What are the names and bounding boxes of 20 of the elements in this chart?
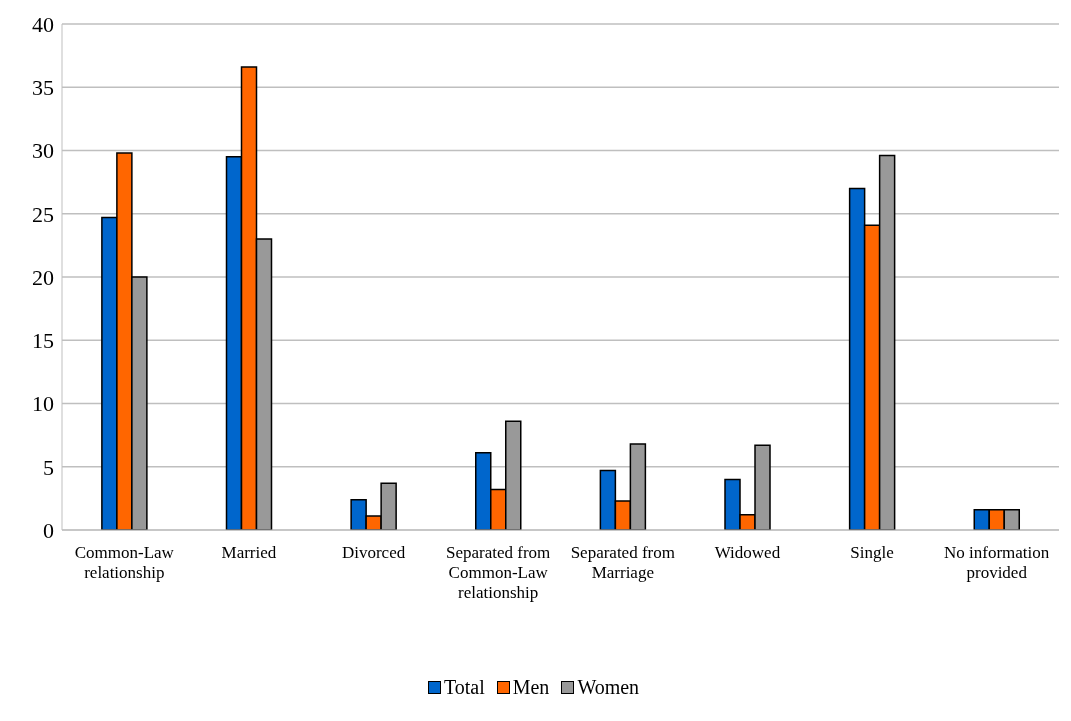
x-tick-label: Widowed — [714, 543, 781, 562]
y-tick-label: 35 — [32, 75, 54, 101]
legend-label: Women — [577, 676, 640, 699]
y-tick-label: 25 — [32, 201, 54, 227]
y-tick-label: 10 — [32, 391, 54, 417]
x-tick-label: Common-Law relationship — [74, 543, 175, 582]
x-tick-label: Separated from Marriage — [570, 543, 675, 582]
x-tick-label: Single — [850, 543, 894, 562]
x-tick-label: Separated from Common-Law relationship — [446, 543, 551, 602]
x-tick-label: No information provided — [944, 543, 1050, 582]
y-tick-label: 15 — [32, 328, 54, 354]
x-tick-label: Married — [221, 543, 277, 562]
x-tick-label: Divorced — [341, 543, 406, 562]
y-tick-label: 30 — [32, 138, 54, 164]
y-tick-label: 0 — [43, 517, 54, 543]
legend-label: Total — [443, 676, 485, 699]
legend-label: Men — [512, 676, 550, 699]
y-tick-label: 40 — [32, 11, 54, 37]
y-tick-label: 5 — [43, 454, 54, 480]
y-tick-label: 20 — [32, 264, 54, 290]
